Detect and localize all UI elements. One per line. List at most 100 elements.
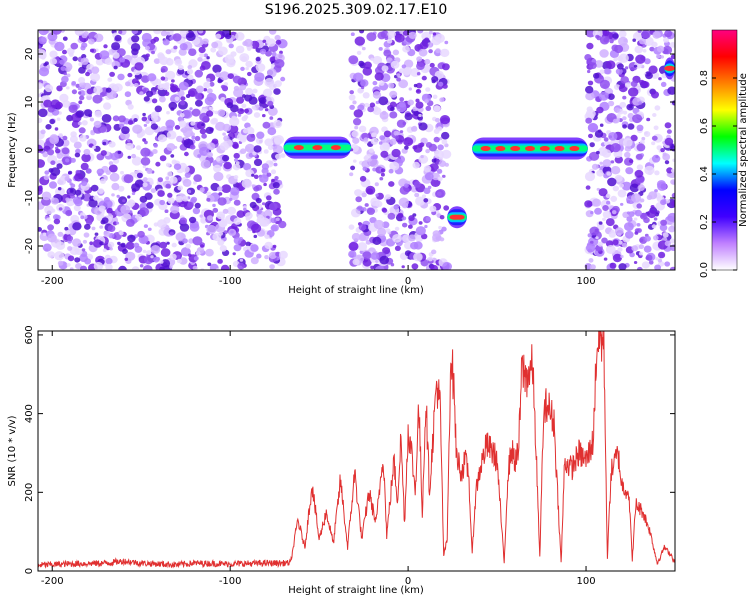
noise-blob	[353, 118, 362, 126]
noise-blob	[598, 188, 608, 197]
noise-blob	[38, 36, 47, 45]
noise-blob	[379, 177, 384, 181]
noise-blob	[105, 87, 112, 93]
noise-blob	[381, 65, 389, 72]
noise-blob	[165, 183, 171, 189]
noise-blob	[272, 244, 277, 248]
noise-blob	[154, 78, 162, 85]
noise-blob	[113, 65, 118, 70]
noise-blob	[177, 177, 182, 181]
noise-blob	[127, 138, 131, 142]
noise-blob	[160, 248, 171, 257]
noise-blob	[417, 115, 423, 121]
noise-blob	[90, 184, 99, 192]
noise-blob	[264, 241, 273, 250]
noise-blob	[596, 169, 604, 177]
noise-blob	[362, 66, 373, 76]
spec-x-tick-label: -100	[219, 276, 242, 287]
noise-blob	[146, 202, 154, 209]
noise-blob	[212, 203, 216, 208]
noise-blob	[119, 231, 124, 236]
noise-blob	[136, 132, 144, 139]
noise-blob	[217, 197, 227, 206]
spec-y-tick-label: -20	[24, 238, 35, 254]
spectrogram-noise	[38, 30, 675, 270]
noise-blob	[198, 46, 206, 54]
noise-blob	[663, 37, 670, 43]
noise-blob	[134, 82, 139, 88]
noise-blob	[266, 172, 272, 177]
noise-blob	[348, 224, 355, 230]
noise-blob	[38, 227, 42, 232]
noise-blob	[662, 152, 667, 157]
noise-blob	[423, 198, 429, 203]
noise-blob	[243, 114, 249, 120]
noise-blob	[61, 100, 71, 108]
noise-blob	[233, 85, 240, 91]
noise-blob	[125, 218, 135, 227]
noise-blob	[223, 161, 232, 170]
noise-blob	[205, 126, 214, 134]
noise-blob	[58, 207, 63, 211]
noise-blob	[653, 235, 659, 241]
noise-blob	[217, 109, 226, 117]
noise-blob	[232, 163, 241, 171]
noise-blob	[199, 146, 210, 156]
noise-blob	[389, 161, 400, 171]
noise-blob	[164, 91, 170, 96]
noise-blob	[253, 112, 261, 118]
noise-blob	[584, 54, 592, 61]
snr-panel: -200 -100 0 100 0 200 400 600 Height of straigh…	[7, 325, 676, 596]
noise-blob	[634, 209, 642, 217]
noise-blob	[379, 80, 385, 86]
noise-blob	[159, 241, 168, 249]
noise-blob	[404, 112, 413, 121]
noise-blob	[229, 197, 233, 201]
noise-blob	[639, 79, 645, 85]
noise-blob	[429, 62, 435, 68]
noise-blob	[42, 232, 47, 236]
noise-blob	[647, 209, 657, 219]
noise-blob	[159, 259, 164, 264]
noise-blob	[199, 187, 205, 193]
noise-blob	[163, 85, 169, 91]
noise-blob	[120, 242, 126, 248]
noise-blob	[187, 65, 193, 70]
noise-blob	[143, 123, 148, 127]
noise-blob	[80, 265, 87, 270]
noise-blob	[136, 145, 142, 151]
noise-blob	[211, 41, 219, 49]
noise-blob	[617, 247, 623, 252]
noise-blob	[599, 35, 610, 45]
noise-blob	[188, 238, 195, 244]
noise-blob	[246, 133, 256, 142]
noise-blob	[191, 135, 196, 140]
noise-blob	[667, 212, 675, 222]
noise-blob	[390, 60, 400, 69]
noise-blob	[262, 121, 271, 129]
noise-blob	[360, 79, 369, 87]
noise-blob	[182, 238, 188, 244]
noise-blob	[215, 121, 226, 131]
noise-blob	[653, 217, 658, 221]
noise-blob	[271, 178, 275, 183]
noise-blob	[643, 131, 651, 137]
noise-blob	[219, 71, 230, 81]
noise-blob	[275, 39, 282, 45]
noise-blob	[115, 221, 120, 225]
noise-blob	[379, 111, 389, 120]
noise-blob	[166, 143, 176, 152]
noise-blob	[117, 150, 122, 154]
noise-blob	[54, 251, 65, 261]
noise-blob	[354, 125, 359, 130]
noise-blob	[622, 110, 628, 115]
noise-blob	[124, 91, 132, 98]
noise-blob	[69, 182, 73, 186]
noise-blob	[216, 157, 221, 162]
noise-blob	[274, 59, 285, 69]
noise-blob	[669, 266, 675, 270]
noise-blob	[202, 38, 209, 45]
noise-blob	[153, 143, 158, 148]
noise-blob	[438, 225, 442, 230]
noise-blob	[435, 189, 444, 198]
